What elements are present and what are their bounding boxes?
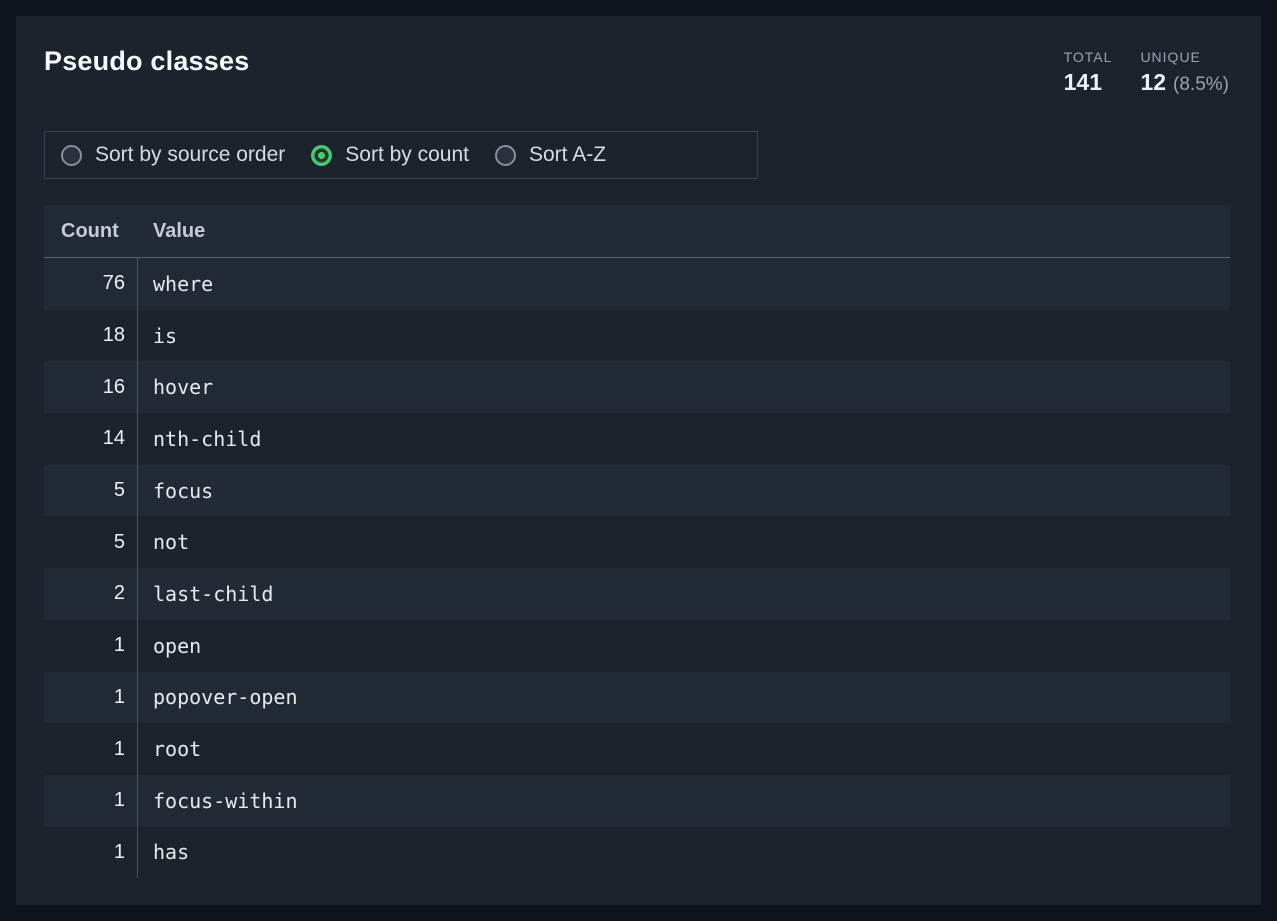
value-cell: has xyxy=(137,826,1230,879)
count-cell: 76 xyxy=(102,272,125,295)
sort-option-label: Sort A-Z xyxy=(529,143,607,166)
stat-total-value: 141 xyxy=(1063,69,1102,95)
count-cell: 16 xyxy=(102,375,125,398)
count-cell: 18 xyxy=(102,324,125,347)
value-cell: focus-within xyxy=(137,774,1230,827)
table-header-row: Count Value xyxy=(44,205,1230,258)
table-row: 16 hover xyxy=(44,361,1230,414)
table-row: 1 root xyxy=(44,723,1230,775)
sort-option-source-order[interactable]: Sort by source order xyxy=(61,143,285,167)
sort-radio-group: Sort by source order Sort by count Sort … xyxy=(44,131,758,179)
table-row: 1 focus-within xyxy=(44,774,1230,827)
count-cell: 14 xyxy=(102,427,125,450)
stat-unique-percent: (8.5%) xyxy=(1173,74,1229,95)
sort-option-label: Sort by count xyxy=(345,143,469,166)
stat-unique: UNIQUE 12 (8.5%) xyxy=(1140,49,1229,96)
table-row: 76 where xyxy=(44,258,1230,310)
stat-total: TOTAL 141 xyxy=(1064,49,1113,96)
stat-total-label: TOTAL xyxy=(1063,49,1113,65)
sort-option-count[interactable]: Sort by count xyxy=(311,143,469,167)
table-row: 18 is xyxy=(44,309,1230,362)
count-cell: 1 xyxy=(113,789,125,812)
table-row: 5 focus xyxy=(44,464,1230,517)
value-cell: nth-child xyxy=(137,413,1230,465)
column-header-count: Count xyxy=(61,219,119,242)
count-cell: 1 xyxy=(113,737,125,760)
value-cell: last-child xyxy=(137,568,1230,620)
table-row: 14 nth-child xyxy=(44,413,1230,465)
pseudo-classes-panel: Pseudo classes TOTAL 141 UNIQUE 12 (8.5%… xyxy=(16,16,1261,905)
page-title: Pseudo classes xyxy=(44,46,250,76)
table-row: 5 not xyxy=(44,516,1230,569)
value-cell: open xyxy=(137,619,1230,672)
count-cell: 1 xyxy=(113,685,125,708)
count-cell: 1 xyxy=(113,634,125,657)
count-cell: 2 xyxy=(113,582,125,605)
value-cell: hover xyxy=(137,361,1230,414)
radio-unchecked-icon[interactable] xyxy=(61,144,82,166)
value-cell: where xyxy=(137,258,1230,310)
sort-option-label: Sort by source order xyxy=(95,143,286,166)
value-cell: popover-open xyxy=(137,671,1230,724)
table-row: 1 open xyxy=(44,619,1230,672)
value-cell: root xyxy=(137,723,1230,775)
count-cell: 5 xyxy=(113,479,125,502)
table-row: 1 popover-open xyxy=(44,671,1230,724)
stats-block: TOTAL 141 UNIQUE 12 (8.5%) xyxy=(1064,49,1229,96)
radio-unchecked-icon[interactable] xyxy=(495,144,516,166)
table-row: 2 last-child xyxy=(44,568,1230,620)
count-cell: 5 xyxy=(113,530,125,553)
stat-unique-value: 12 xyxy=(1140,69,1167,95)
pseudo-classes-table: Count Value 76 where 18 is 16 hover 14 n… xyxy=(44,205,1230,879)
table-row: 1 has xyxy=(44,826,1230,879)
count-cell: 1 xyxy=(113,840,125,863)
value-cell: is xyxy=(137,309,1230,362)
column-header-value: Value xyxy=(153,219,206,242)
stat-unique-label: UNIQUE xyxy=(1140,49,1201,65)
value-cell: focus xyxy=(137,464,1230,517)
value-cell: not xyxy=(137,516,1230,569)
radio-checked-icon[interactable] xyxy=(311,144,333,166)
sort-option-az[interactable]: Sort A-Z xyxy=(495,143,606,167)
